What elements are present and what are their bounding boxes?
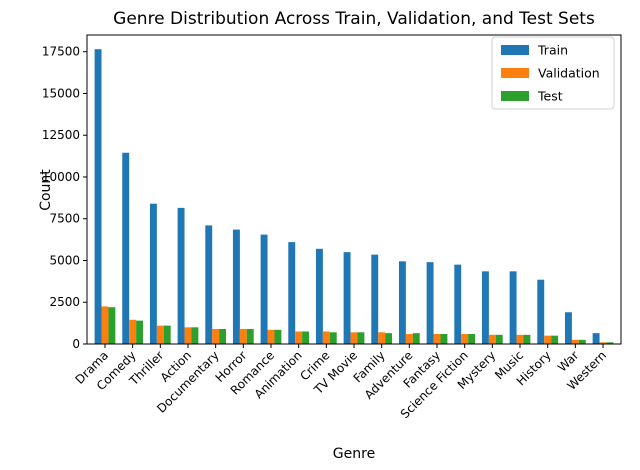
bar-validation-thriller [156,325,164,344]
bar-test-horror [246,328,254,344]
y-tick-label: 12500 [42,128,80,142]
bar-validation-crime [322,331,330,344]
bar-train-western [592,333,600,344]
bar-test-science-fiction [468,333,476,344]
bar-train-thriller [149,203,157,344]
bar-validation-drama [101,306,109,344]
bar-test-animation [302,331,310,344]
legend-label-validation: Validation [538,66,600,81]
bar-train-family [371,254,379,344]
bar-validation-war [571,339,579,344]
y-tick-label: 0 [72,337,80,351]
bar-test-mystery [495,334,503,344]
bar-train-drama [94,49,102,344]
y-tick-label: 2500 [49,295,80,309]
bar-train-action [177,207,185,344]
bar-validation-animation [295,331,303,344]
y-tick-label: 17500 [42,45,80,59]
bar-train-documentary [205,225,213,344]
bar-validation-science-fiction [461,333,469,344]
bar-test-family [385,333,393,344]
bar-test-thriller [163,325,171,344]
bar-validation-mystery [488,334,496,344]
bar-validation-horror [239,328,247,344]
bar-train-animation [288,242,296,344]
bar-test-adventure [412,333,420,344]
legend-swatch-test [501,91,529,101]
bar-train-science-fiction [454,264,462,344]
bar-train-crime [315,248,323,344]
bar-test-tv-movie [357,332,365,344]
bar-validation-comedy [129,319,137,344]
bar-validation-history [544,335,552,344]
y-axis-title: Count [38,169,54,211]
bar-train-war [564,312,572,344]
bar-train-horror [232,229,240,344]
bar-validation-western [599,342,607,344]
bar-validation-music [516,334,524,344]
chart-title: Genre Distribution Across Train, Validat… [113,9,595,29]
bar-train-romance [260,234,268,344]
bar-test-romance [274,329,282,344]
y-tick-label: 10000 [42,170,80,184]
legend-label-train: Train [537,43,568,58]
bar-train-music [509,271,517,344]
bar-train-fantasy [426,262,434,344]
bar-test-western [606,342,614,344]
bar-train-tv-movie [343,252,351,344]
legend-swatch-validation [501,68,529,78]
bar-test-fantasy [440,333,448,344]
bar-validation-family [378,332,386,344]
legend-swatch-train [501,45,529,55]
bar-validation-documentary [212,328,220,344]
bar-test-documentary [219,328,227,344]
bar-test-comedy [136,320,144,344]
bar-train-comedy [122,152,130,344]
bar-validation-action [184,327,192,344]
y-tick-label: 15000 [42,86,80,100]
legend-label-test: Test [537,89,563,104]
bar-test-drama [108,307,116,344]
bar-test-war [578,339,586,344]
bar-train-history [537,279,545,344]
bars-layer [94,49,614,344]
bar-test-music [523,334,531,344]
bar-test-crime [329,332,337,344]
x-axis-title: Genre [333,446,375,462]
bar-validation-fantasy [433,333,441,344]
legend: Train Validation Test [491,36,615,110]
y-tick-label: 7500 [49,212,80,226]
bar-test-history [551,335,559,344]
bar-train-mystery [481,271,489,344]
bar-validation-romance [267,329,275,344]
bar-test-action [191,327,199,344]
y-tick-label: 5000 [49,253,80,267]
y-axis: 0 2500 5000 7500 10000 12500 15000 17500 [42,45,87,351]
bar-train-adventure [398,261,406,344]
plot-frame [86,34,622,345]
bar-validation-adventure [405,333,413,344]
bar-validation-tv-movie [350,332,358,344]
